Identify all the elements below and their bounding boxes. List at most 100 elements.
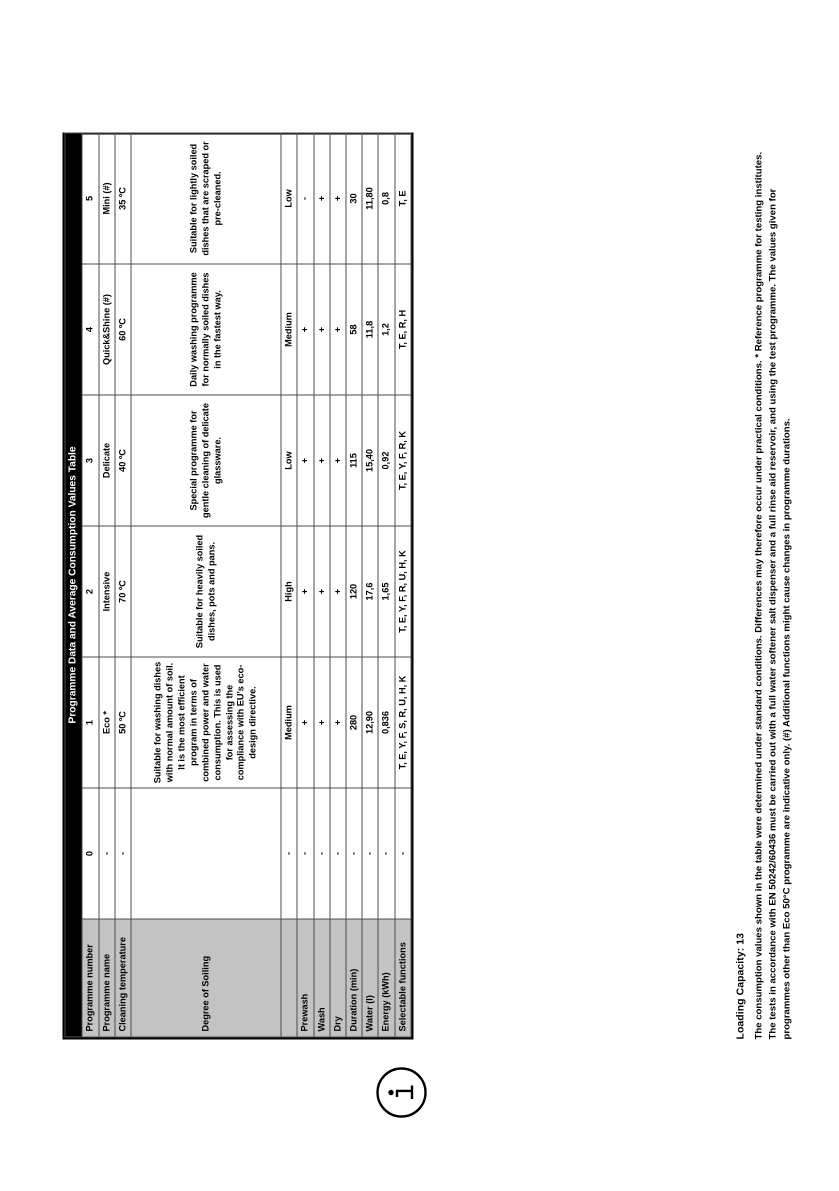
cell-prewash-5: - (296, 132, 314, 264)
row-label-dry: Dry (329, 918, 346, 1037)
cell-number-5: 5 (81, 132, 99, 264)
row-label-soiling-level (280, 918, 297, 1037)
cell-description-5: Suitable for lightly soiled dishes that … (130, 132, 281, 264)
cell-description-2: Suitable for heavily soiled dishes, pots… (130, 525, 281, 657)
cell-number-4: 4 (81, 263, 99, 395)
cell-description-4: Daily washing programme for normally soi… (130, 263, 281, 395)
cell-energy-3: 0,92 (377, 394, 395, 526)
cell-water-3: 15,40 (361, 394, 378, 526)
table-row-water: Water (l) - 12,90 17,6 15,40 11,8 11,80 (361, 132, 378, 1037)
cell-wash-3: + (313, 394, 330, 526)
loading-capacity: Loading Capacity: 13 (735, 932, 746, 1039)
cell-functions-2: T, E, Y, F, R, U, H, K (394, 525, 411, 657)
cell-description-0 (130, 787, 281, 919)
table-row-energy: Energy (kWh) - 0,836 1,65 0,92 1,2 0,8 (377, 132, 395, 1037)
cell-prewash-1: + (296, 656, 314, 788)
cell-functions-3: T, E, Y, F, R, K (394, 394, 411, 526)
cell-water-5: 11,80 (361, 132, 378, 264)
table-row-programme-number: Programme number 0 1 2 3 4 5 (81, 132, 99, 1037)
cell-functions-4: T, E, R, H (394, 263, 411, 395)
cell-duration-5: 30 (345, 132, 362, 264)
row-label-programme-number: Programme number (81, 918, 99, 1037)
cell-temperature-3: 40 ºC (114, 394, 131, 526)
table-title-row: Programme Data and Average Consumption V… (64, 132, 82, 1037)
cell-wash-0: - (313, 787, 330, 919)
cell-wash-1: + (313, 656, 330, 788)
cell-functions-5: T, E (394, 132, 411, 264)
cell-water-0: - (361, 787, 378, 919)
table-row-selectable-functions: Selectable functions - T, E, Y, F, S, R,… (394, 132, 411, 1037)
cell-soiling-2: High (280, 525, 297, 657)
row-label-wash: Wash (313, 918, 330, 1037)
table-row-wash: Wash - + + + + + (313, 132, 330, 1037)
cell-duration-2: 120 (345, 525, 362, 657)
cell-temperature-5: 35 ºC (114, 132, 131, 264)
cell-name-0: - (98, 787, 115, 919)
cell-water-2: 17,6 (361, 525, 378, 657)
cell-number-0: 0 (81, 787, 99, 919)
row-label-degree-of-soiling: Degree of Soiling (130, 918, 281, 1037)
cell-name-3: Delicate (98, 394, 115, 526)
cell-dry-1: + (329, 656, 346, 788)
cell-number-1: 1 (81, 656, 99, 788)
row-label-duration: Duration (min) (345, 918, 362, 1037)
table-row-cleaning-temperature: Cleaning temperature - 50 ºC 70 ºC 40 ºC… (114, 132, 131, 1037)
cell-energy-5: 0,8 (377, 132, 395, 264)
cell-water-1: 12,90 (361, 656, 378, 788)
row-label-programme-name: Programme name (98, 918, 115, 1037)
table-row-duration: Duration (min) - 280 120 115 58 30 (345, 132, 362, 1037)
cell-dry-3: + (329, 394, 346, 526)
cell-soiling-1: Medium (280, 656, 297, 788)
cell-duration-0: - (345, 787, 362, 919)
table-row-prewash: Prewash - + + + + - (296, 132, 314, 1037)
cell-water-4: 11,8 (361, 263, 378, 395)
cell-prewash-0: - (296, 787, 314, 919)
info-icon (374, 1065, 428, 1119)
cell-dry-5: + (329, 132, 346, 264)
cell-name-2: Intensive (98, 525, 115, 657)
cell-description-3: Special programme for gentle cleaning of… (130, 394, 281, 526)
table-row-programme-name: Programme name - Eco * Intensive Delicat… (98, 132, 115, 1037)
table-row-dry: Dry - + + + + + (329, 132, 346, 1037)
row-label-water: Water (l) (361, 918, 378, 1037)
table-title: Programme Data and Average Consumption V… (64, 132, 82, 1037)
cell-wash-4: + (313, 263, 330, 395)
cell-wash-5: + (313, 132, 330, 264)
cell-temperature-1: 50 ºC (114, 656, 131, 788)
row-label-cleaning-temperature: Cleaning temperature (114, 918, 131, 1037)
cell-name-5: Mini (#) (98, 132, 115, 264)
cell-dry-4: + (329, 263, 346, 395)
cell-duration-3: 115 (345, 394, 362, 526)
cell-energy-1: 0,836 (377, 656, 395, 788)
cell-name-4: Quick&Shine (#) (98, 263, 115, 395)
cell-duration-1: 280 (345, 656, 362, 788)
programme-data-table-wrapper: Programme Data and Average Consumption V… (62, 132, 413, 1039)
cell-soiling-5: Low (280, 132, 297, 264)
row-label-prewash: Prewash (296, 918, 314, 1037)
consumption-values-note: The consumption values shown in the tabl… (753, 151, 793, 1039)
cell-temperature-4: 60 ºC (114, 263, 131, 395)
cell-energy-2: 1,65 (377, 525, 395, 657)
cell-number-3: 3 (81, 394, 99, 526)
cell-soiling-0: - (280, 787, 297, 919)
row-label-energy: Energy (kWh) (377, 918, 395, 1037)
cell-dry-0: - (329, 787, 346, 919)
cell-energy-0: - (377, 787, 395, 919)
cell-soiling-3: Low (280, 394, 297, 526)
cell-dry-2: + (329, 525, 346, 657)
table-row-soiling-level: - Medium High Low Medium Low (280, 132, 297, 1037)
cell-functions-1: T, E, Y, F, S, R, U, H, K (394, 656, 411, 788)
cell-duration-4: 58 (345, 263, 362, 395)
cell-soiling-4: Medium (280, 263, 297, 395)
cell-description-1: Suitable for washing dishes with normal … (130, 656, 281, 788)
cell-wash-2: + (313, 525, 330, 657)
programme-data-table: Programme Data and Average Consumption V… (64, 132, 411, 1037)
cell-prewash-2: + (296, 525, 314, 657)
table-row-degree-of-soiling-description: Degree of Soiling Suitable for washing d… (130, 132, 281, 1037)
cell-prewash-4: + (296, 263, 314, 395)
cell-prewash-3: + (296, 394, 314, 526)
cell-energy-4: 1,2 (377, 263, 395, 395)
cell-number-2: 2 (81, 525, 99, 657)
